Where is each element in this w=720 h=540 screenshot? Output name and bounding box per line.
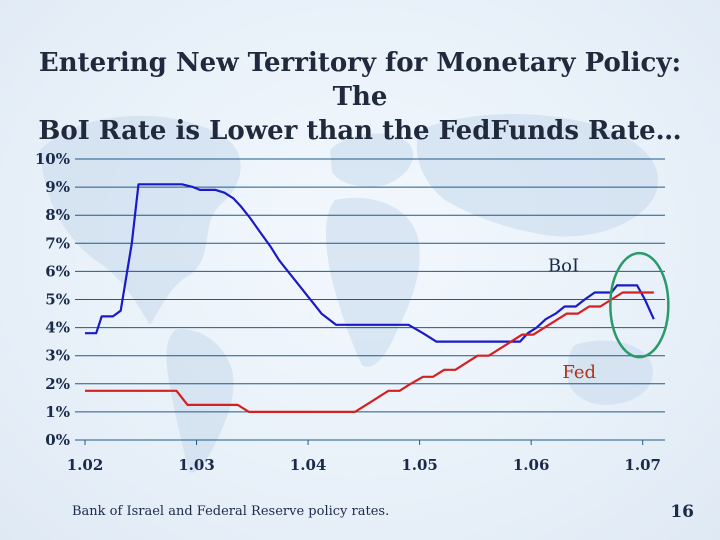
series-line-boi [85,183,655,343]
title-line-1: Entering New Territory for Monetary Poli… [38,48,682,112]
x-tick-label: 1.02 [67,456,104,474]
page-number: 16 [670,502,694,522]
y-tick-label: 6% [45,262,70,280]
y-tick-label: 7% [45,234,70,252]
series-label-fed: Fed [562,362,596,383]
source-footnote: Bank of Israel and Federal Reserve polic… [72,504,390,519]
series-label-boi: BoI [548,255,579,276]
europe-shape [330,133,414,187]
australia-shape [566,340,653,405]
y-tick-label: 10% [35,150,70,168]
y-tick-label: 1% [45,403,70,421]
series-lines [85,183,655,413]
y-tick-label: 8% [45,206,70,224]
series-line-fed [85,291,654,413]
x-tick-label: 1.03 [178,456,215,474]
y-tick-label: 3% [45,347,70,365]
x-tick-label: 1.05 [401,456,438,474]
grid-lines [75,158,665,441]
asia-shape [416,113,659,237]
title-line-2: BoI Rate is Lower than the FedFunds Rate… [38,116,682,146]
y-axis-tick-labels: 0% 1% 2% 3% 4% 5% 6% 7% 8% 9% 10% [35,150,70,449]
annotations [609,251,670,359]
y-tick-label: 2% [45,375,70,393]
x-tick-label: 1.07 [624,456,661,474]
y-tick-label: 5% [45,291,70,309]
slide-title: Entering New Territory for Monetary Poli… [10,46,710,148]
x-axis-tick-labels: 1.02 1.03 1.04 1.05 1.06 1.07 [67,440,661,474]
y-tick-label: 4% [45,319,70,337]
series-labels: BoI Fed [548,255,596,383]
x-tick-label: 1.06 [513,456,550,474]
y-tick-label: 0% [45,431,70,449]
y-tick-label: 9% [45,178,70,196]
south-america-shape [166,329,234,473]
x-tick-label: 1.04 [290,456,327,474]
highlight-circle [609,251,670,359]
north-america-shape [40,115,241,325]
